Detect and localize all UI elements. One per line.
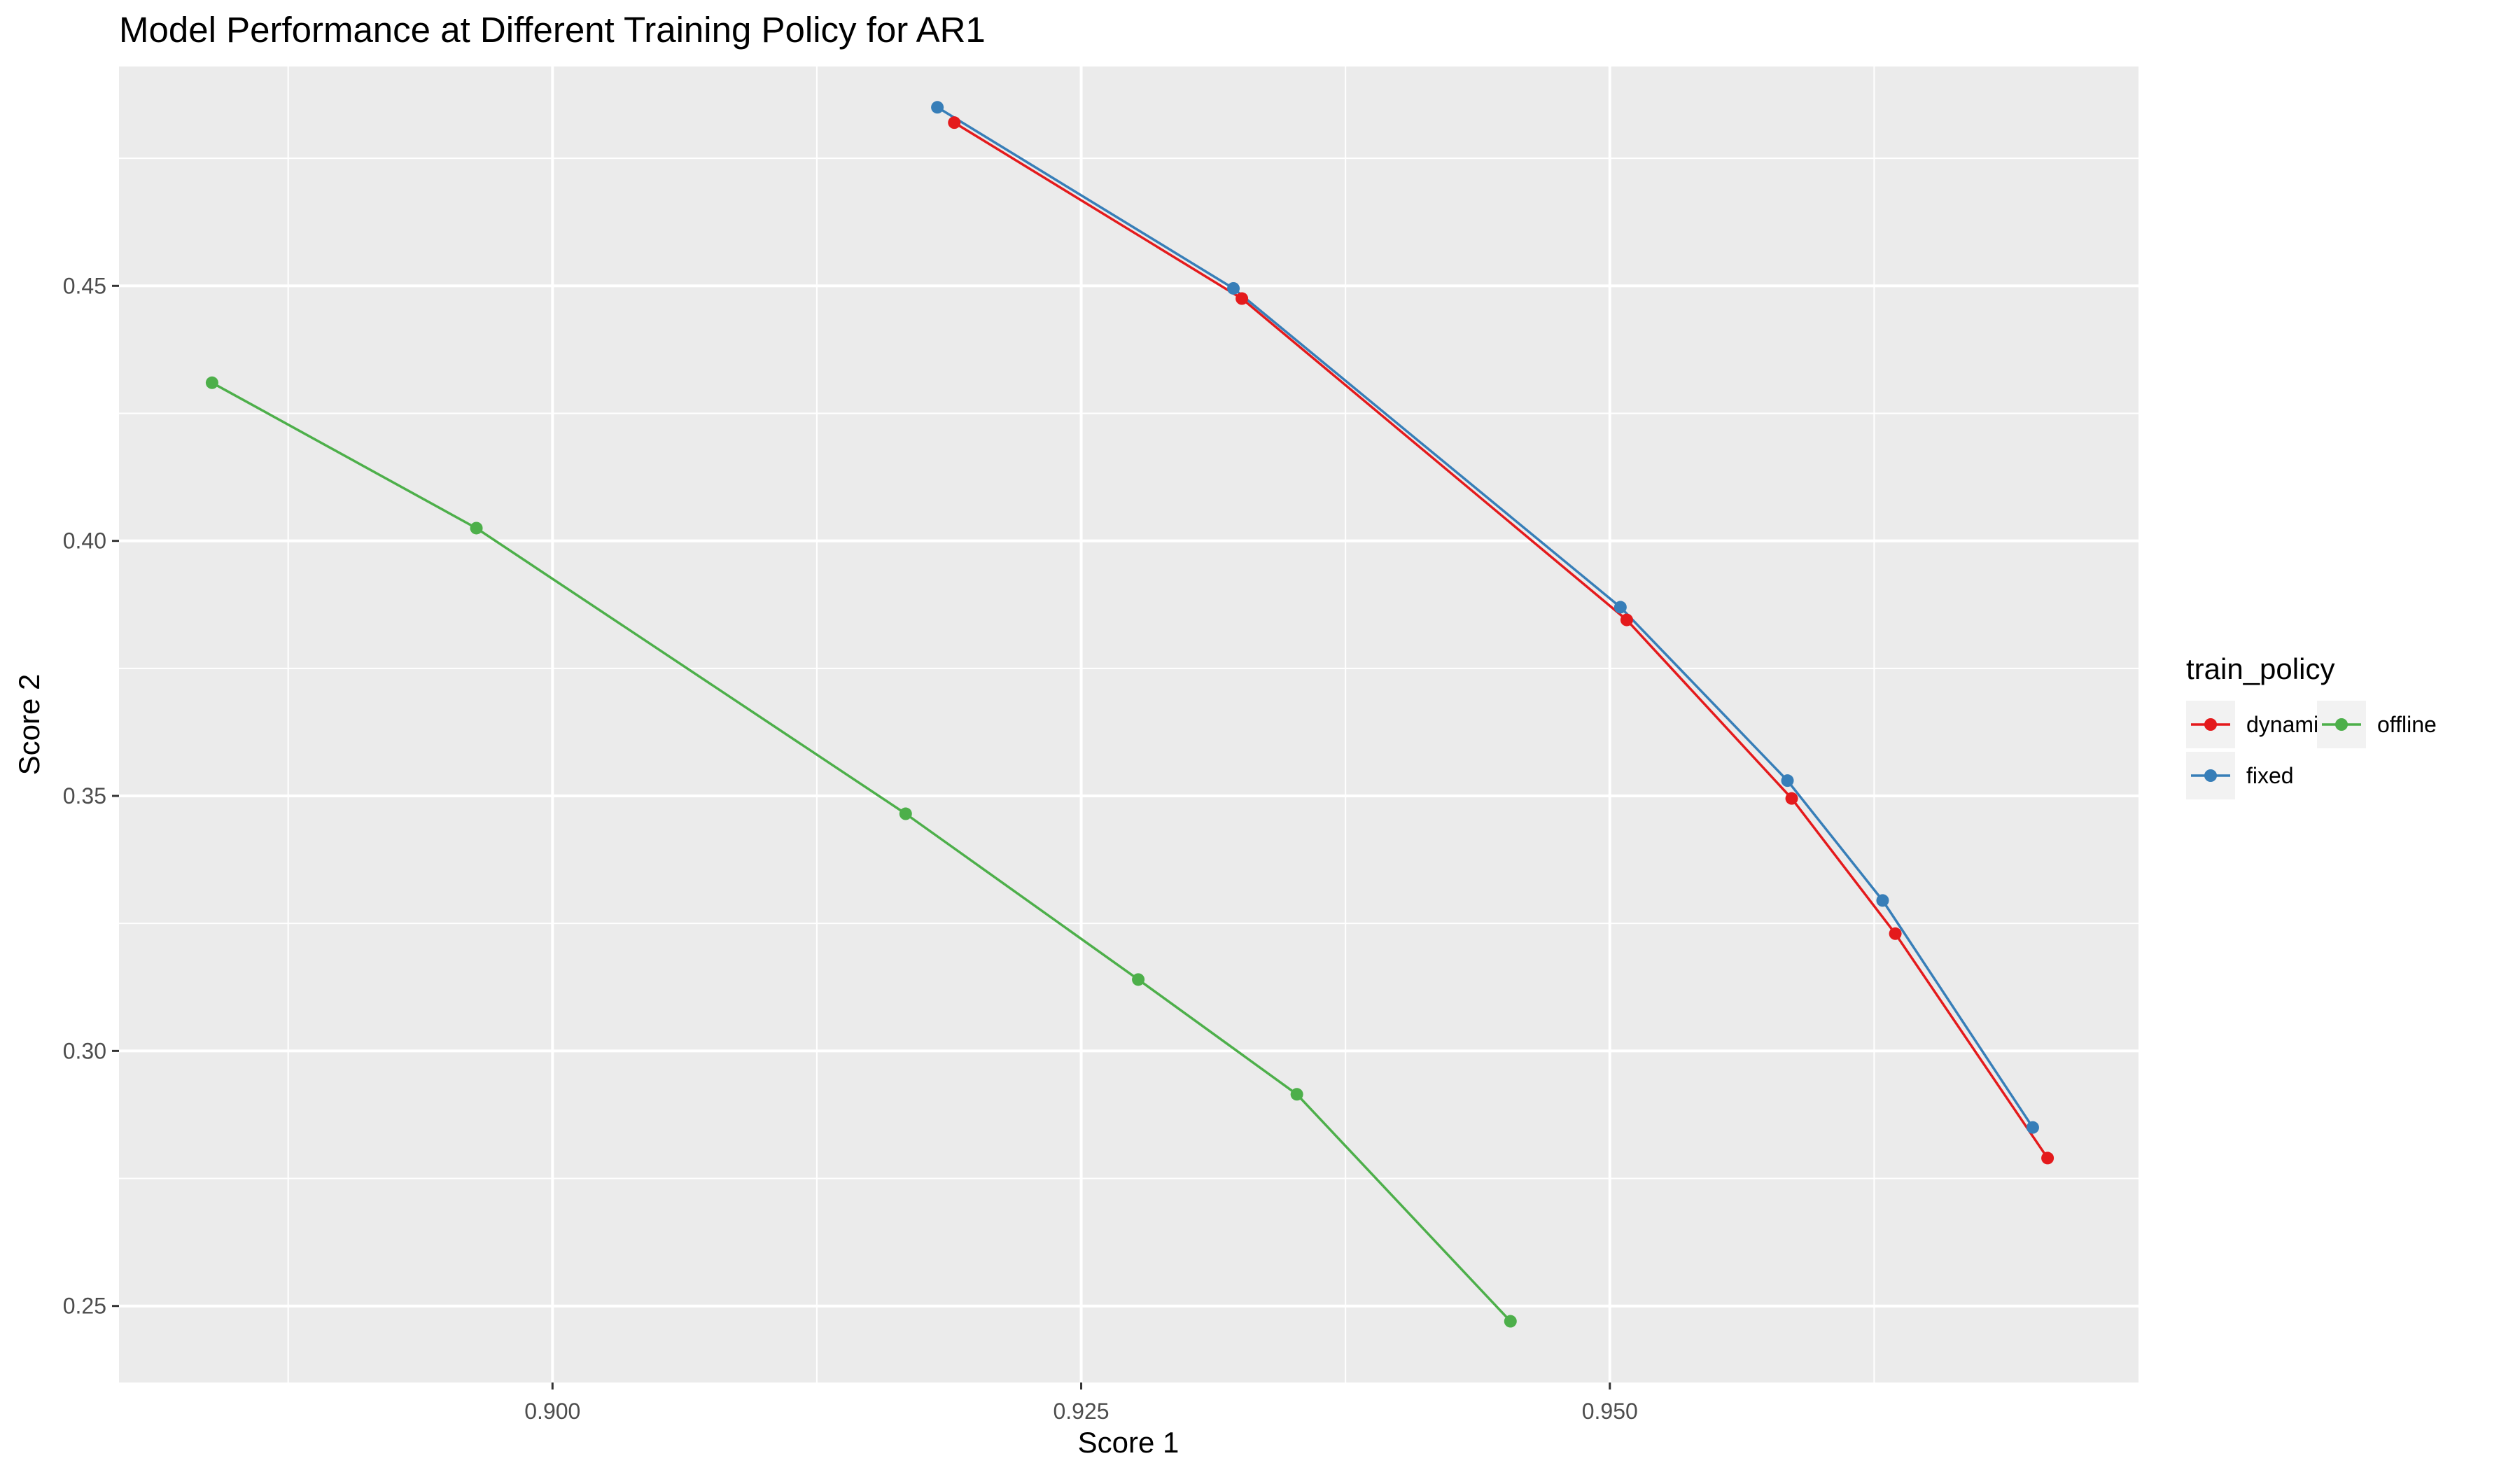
y-axis-title: Score 2 (13, 674, 46, 776)
series-line-offline (211, 382, 1512, 1322)
point-dynamic-1 (1236, 292, 1249, 305)
y-tick-label-0: 0.25 (63, 1294, 106, 1319)
x-tick-label-1: 0.925 (1053, 1399, 1109, 1424)
y-tick-label-2: 0.35 (63, 783, 106, 808)
point-dynamic-3 (1785, 792, 1798, 805)
x-axis-title: Score 1 (1078, 1426, 1180, 1459)
chart-title: Model Performance at Different Training … (119, 10, 986, 50)
grid-major (119, 66, 2138, 1382)
legend-title: train_policy (2186, 652, 2334, 685)
legend-label-offline: offline (2377, 712, 2437, 737)
point-fixed-1 (1227, 281, 1240, 295)
y-tick-label-3: 0.40 (63, 528, 106, 554)
legend-key-point-dynamic (2204, 718, 2217, 731)
legend-key-point-offline (2335, 718, 2348, 731)
legend-label-fixed: fixed (2246, 763, 2294, 788)
point-fixed-0 (931, 101, 944, 114)
legend-key-point-fixed (2204, 769, 2217, 782)
point-fixed-5 (2026, 1121, 2039, 1134)
x-axis: 0.900 0.925 0.950 (524, 1382, 1638, 1424)
point-fixed-4 (1876, 894, 1889, 907)
series-line-fixed (937, 106, 2034, 1128)
point-dynamic-0 (948, 116, 961, 130)
plot-panel (119, 66, 2138, 1382)
point-fixed-3 (1781, 774, 1794, 788)
point-dynamic-2 (1620, 613, 1633, 626)
y-tick-label-4: 0.45 (63, 273, 106, 298)
point-offline-1 (470, 522, 483, 535)
series-layer (205, 101, 2054, 1328)
x-tick-label-2: 0.950 (1582, 1399, 1638, 1424)
point-offline-5 (1504, 1315, 1517, 1328)
point-dynamic-4 (1889, 927, 1902, 940)
series-line-dynamic (953, 121, 2049, 1159)
legend: train_policy dynamic fixed offline (2186, 652, 2437, 799)
y-axis: 0.25 0.30 0.35 0.40 0.45 (63, 273, 119, 1319)
x-tick-label-0: 0.900 (524, 1399, 580, 1424)
y-tick-label-1: 0.30 (63, 1038, 106, 1063)
point-offline-2 (899, 807, 912, 820)
legend-label-dynamic: dynamic (2246, 712, 2330, 737)
point-offline-3 (1132, 973, 1145, 986)
point-dynamic-5 (2041, 1152, 2054, 1165)
point-fixed-2 (1614, 601, 1627, 614)
point-offline-4 (1290, 1088, 1303, 1101)
point-offline-0 (205, 376, 218, 389)
